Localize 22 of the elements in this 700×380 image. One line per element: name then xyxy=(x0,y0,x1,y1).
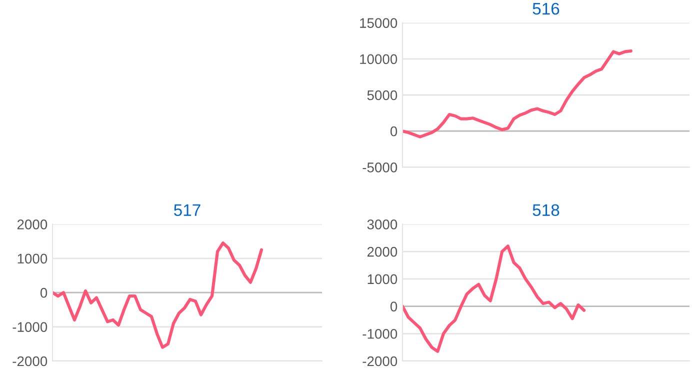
y-tick-label: 1000 xyxy=(368,274,398,284)
y-tick-label: -5000 xyxy=(362,162,398,172)
y-tick-label: 2000 xyxy=(17,220,48,230)
y-tick-label: 0 xyxy=(40,288,48,298)
chart-title: 518 xyxy=(532,204,560,216)
y-tick-label: 0 xyxy=(390,126,398,136)
y-tick-label: 10000 xyxy=(360,54,398,64)
chart-title: 516 xyxy=(532,2,560,15)
y-tick-label: -2000 xyxy=(12,356,48,366)
y-tick-label: 5000 xyxy=(367,90,398,100)
y-tick-label: 2000 xyxy=(367,246,398,257)
y-tick-label: -1000 xyxy=(362,328,398,339)
chart-title: 517 xyxy=(174,204,200,216)
y-tick-label: 15000 xyxy=(360,18,398,28)
y-tick-label: -1000 xyxy=(12,322,48,332)
y-tick-label: 0 xyxy=(390,302,398,312)
line-series xyxy=(402,49,632,138)
y-tick-label: -2000 xyxy=(362,356,398,366)
line-series xyxy=(52,241,264,349)
line-series xyxy=(402,244,586,353)
y-tick-label: 3000 xyxy=(367,220,398,230)
y-tick-label: 1000 xyxy=(18,254,48,264)
